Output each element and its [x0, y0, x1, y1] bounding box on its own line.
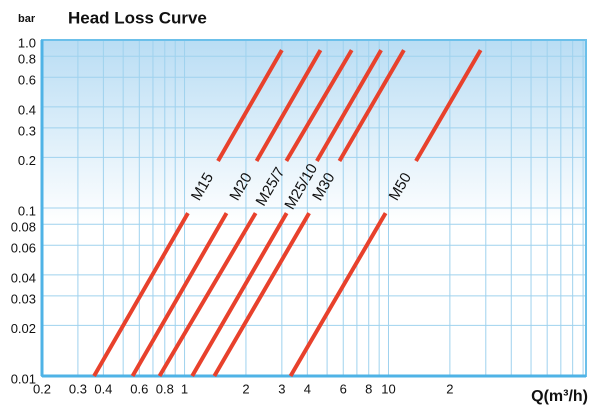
y-tick-label: 0.2: [18, 153, 36, 168]
x-tick-label: 2: [446, 381, 453, 396]
y-tick-label: 0.08: [11, 220, 36, 235]
x-tick-label: 0.6: [130, 381, 148, 396]
x-tick-label: 6: [340, 381, 347, 396]
x-tick-label: 0.8: [156, 381, 174, 396]
y-tick-label: 0.1: [18, 203, 36, 218]
x-tick-label: 1: [181, 381, 188, 396]
x-tick-label: 0.4: [94, 381, 112, 396]
y-tick-label: 0.04: [11, 270, 36, 285]
x-tick-label: 8: [365, 381, 372, 396]
x-axis-label: Q(m³/h): [531, 388, 588, 405]
series-line: [190, 49, 383, 378]
x-tick-label: 0.3: [69, 381, 87, 396]
y-tick-label: 0.06: [11, 241, 36, 256]
chart-title: Head Loss Curve: [68, 8, 207, 27]
x-tick-label: 0.2: [33, 381, 51, 396]
series-line: [288, 49, 483, 378]
y-tick-label: 1.0: [18, 35, 36, 50]
y-tick-label: 0.01: [11, 371, 36, 386]
y-tick-label: 0.03: [11, 291, 36, 306]
x-tick-label: 4: [304, 381, 311, 396]
y-tick-label: 0.4: [18, 102, 36, 117]
series-line: [130, 49, 323, 377]
series-line: [157, 49, 354, 378]
y-tick-label: 0.8: [18, 52, 36, 67]
y-tick-label: 0.3: [18, 123, 36, 138]
x-tick-label: 3: [278, 381, 285, 396]
y-tick-label: 0.02: [11, 321, 36, 336]
series-line: [212, 49, 406, 378]
x-tick-label: 10: [381, 381, 395, 396]
x-tick-label: 2: [242, 381, 249, 396]
y-tick-label: 0.6: [18, 73, 36, 88]
y-axis-label: bar: [18, 13, 36, 25]
series-line: [92, 49, 284, 377]
